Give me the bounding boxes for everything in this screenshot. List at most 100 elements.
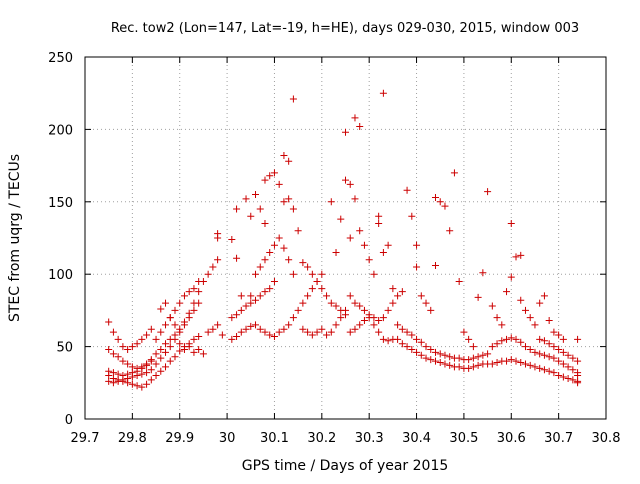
- data-point: [337, 215, 345, 223]
- data-point: [285, 195, 293, 203]
- data-point: [413, 263, 421, 271]
- data-point: [289, 95, 297, 103]
- y-tick-label: 200: [48, 123, 73, 138]
- data-point: [299, 259, 307, 267]
- data-point: [304, 328, 312, 336]
- data-point: [403, 343, 411, 351]
- data-point: [147, 366, 155, 374]
- data-point: [332, 248, 340, 256]
- data-point: [327, 299, 335, 307]
- data-point: [498, 337, 506, 345]
- data-point: [185, 343, 193, 351]
- data-point: [233, 311, 241, 319]
- data-point: [233, 254, 241, 262]
- data-point: [521, 306, 529, 314]
- data-point: [190, 299, 198, 307]
- data-point: [119, 372, 127, 380]
- data-point: [431, 262, 439, 270]
- data-point: [521, 343, 529, 351]
- data-point: [394, 292, 402, 300]
- data-point: [484, 188, 492, 196]
- data-point: [517, 359, 525, 367]
- data-point: [270, 241, 278, 249]
- data-point: [318, 325, 326, 333]
- data-point: [143, 331, 151, 339]
- data-point: [531, 321, 539, 329]
- data-point: [455, 363, 463, 371]
- data-point: [574, 379, 582, 387]
- data-point: [143, 360, 151, 368]
- data-point: [190, 335, 198, 343]
- data-point: [408, 345, 416, 353]
- data-point: [318, 270, 326, 278]
- data-point: [252, 270, 260, 278]
- data-point: [299, 299, 307, 307]
- data-point: [398, 325, 406, 333]
- data-point: [280, 198, 288, 206]
- data-point: [351, 195, 359, 203]
- data-point: [346, 234, 354, 242]
- data-point: [474, 293, 482, 301]
- y-tick-label: 100: [48, 268, 73, 283]
- data-point: [446, 361, 454, 369]
- data-point: [152, 360, 160, 368]
- data-point: [261, 176, 269, 184]
- data-point: [427, 345, 435, 353]
- data-point: [384, 241, 392, 249]
- data-point: [479, 269, 487, 277]
- data-point: [261, 256, 269, 264]
- data-point: [252, 191, 260, 199]
- data-point: [540, 337, 548, 345]
- data-point: [266, 331, 274, 339]
- data-point: [308, 285, 316, 293]
- data-point: [555, 357, 563, 365]
- data-point: [408, 212, 416, 220]
- data-point: [233, 205, 241, 213]
- data-point: [545, 367, 553, 375]
- data-point: [488, 360, 496, 368]
- data-point: [138, 363, 146, 371]
- data-point: [503, 335, 511, 343]
- data-point: [342, 176, 349, 184]
- data-point: [474, 361, 482, 369]
- data-point: [294, 227, 302, 235]
- data-point: [308, 331, 316, 339]
- data-point: [247, 292, 255, 300]
- data-point: [147, 376, 155, 384]
- chart-title: Rec. tow2 (Lon=147, Lat=-19, h=HE), days…: [111, 21, 579, 36]
- data-point: [237, 328, 245, 336]
- data-point: [569, 376, 577, 384]
- data-point: [450, 169, 458, 177]
- data-point: [403, 328, 411, 336]
- data-point: [360, 241, 368, 249]
- data-point: [289, 314, 297, 322]
- data-point: [394, 321, 402, 329]
- x-tick-label: 29.9: [165, 431, 194, 446]
- data-point: [422, 343, 430, 351]
- data-point: [375, 212, 383, 220]
- plot-frame: [84, 56, 607, 420]
- data-point: [469, 343, 477, 351]
- data-point: [564, 374, 572, 382]
- data-point: [114, 370, 122, 378]
- data-point: [143, 369, 151, 377]
- x-tick-label: 30.3: [355, 431, 384, 446]
- data-point: [574, 335, 582, 343]
- data-point: [266, 248, 274, 256]
- data-point: [237, 306, 245, 314]
- data-point: [313, 328, 321, 336]
- data-point: [332, 321, 340, 329]
- data-point: [304, 292, 312, 300]
- data-point: [512, 335, 520, 343]
- data-point: [351, 114, 359, 122]
- data-point: [441, 202, 449, 210]
- data-point: [356, 123, 364, 131]
- data-point: [507, 334, 515, 342]
- data-point: [351, 299, 359, 307]
- data-point: [441, 351, 449, 359]
- data-point: [484, 350, 492, 358]
- data-point: [152, 350, 160, 358]
- data-point: [441, 360, 449, 368]
- data-point: [143, 380, 151, 388]
- data-point: [176, 328, 184, 336]
